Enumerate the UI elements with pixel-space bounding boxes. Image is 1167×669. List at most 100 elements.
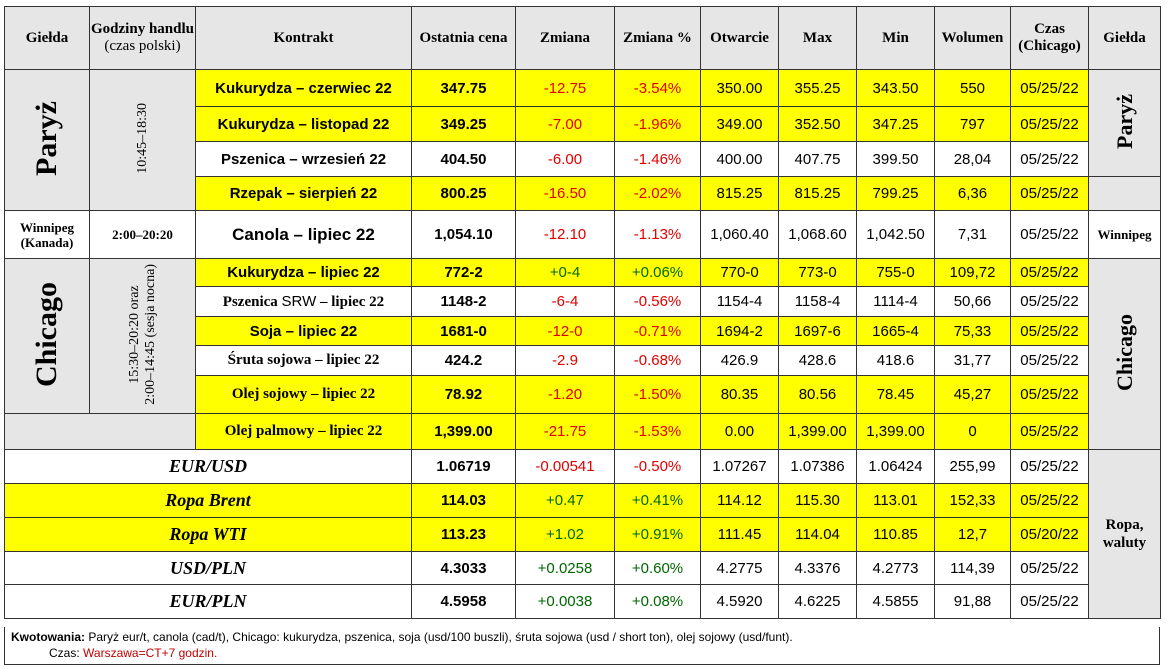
- contract-cell: Olej sojowy – lipiec 22: [195, 375, 412, 414]
- contract-cell: Kukurydza – czerwiec 22: [195, 69, 412, 107]
- open-cell: 770-0: [700, 258, 779, 287]
- min-cell: 1,042.50: [856, 210, 935, 259]
- table-row: Rzepak – sierpień 22 800.25 -16.50 -2.02…: [4, 176, 1161, 211]
- open-cell: 815.25: [700, 176, 779, 211]
- table-row: Soja – lipiec 22 1681-0 -12-0 -0.71% 169…: [4, 316, 1161, 346]
- change-cell: -12.75: [515, 69, 615, 107]
- max-cell: 773-0: [778, 258, 857, 287]
- open-cell: 1.07267: [700, 449, 779, 484]
- change-cell: -21.75: [515, 413, 615, 450]
- max-cell: 4.3376: [778, 551, 857, 585]
- time-cell: 05/25/22: [1010, 210, 1089, 259]
- min-cell: 1.06424: [856, 449, 935, 484]
- open-cell: 1,060.40: [700, 210, 779, 259]
- min-cell: 4.2773: [856, 551, 935, 585]
- open-cell: 114.12: [700, 483, 779, 518]
- open-cell: 1154-4: [700, 286, 779, 317]
- open-cell: 400.00: [700, 141, 779, 177]
- min-cell: 110.85: [856, 517, 935, 552]
- col-change: Zmiana: [515, 6, 615, 70]
- change-pct-cell: -1.13%: [614, 210, 701, 259]
- exchange-right-paris: Paryż: [1088, 69, 1161, 177]
- hours-winnipeg: 2:00–20:20: [89, 210, 196, 259]
- change-pct-cell: +0.91%: [614, 517, 701, 552]
- table-row: Chicago 15:30–20:20 oraz 2:00–14:45 (sesj…: [4, 258, 1161, 450]
- table-row: Śruta sojowa – lipiec 22 424.2 -2.9 -0.6…: [4, 345, 1161, 376]
- max-cell: 815.25: [778, 176, 857, 211]
- min-cell: 799.25: [856, 176, 935, 211]
- time-cell: 05/25/22: [1010, 345, 1089, 376]
- max-cell: 1.07386: [778, 449, 857, 484]
- change-cell: -0.00541: [515, 449, 615, 484]
- max-cell: 352.50: [778, 106, 857, 142]
- last-cell: 349.25: [411, 106, 516, 142]
- last-cell: 1681-0: [411, 316, 516, 346]
- change-pct-cell: -1.53%: [614, 413, 701, 450]
- contract-cell: EUR/USD: [4, 449, 412, 484]
- volume-cell: 797: [934, 106, 1011, 142]
- exchange-right-fx: Ropa, waluty: [1088, 449, 1161, 619]
- change-cell: -6.00: [515, 141, 615, 177]
- volume-cell: 152,33: [934, 483, 1011, 518]
- time-cell: 05/25/22: [1010, 258, 1089, 287]
- table-row: Winnipeg (Kanada) 2:00–20:20 Canola – lip…: [4, 210, 1161, 259]
- change-pct-cell: +0.60%: [614, 551, 701, 585]
- time-cell: 05/25/22: [1010, 584, 1089, 619]
- max-cell: 114.04: [778, 517, 857, 552]
- col-hours: Godziny handlu (czas polski): [89, 6, 196, 70]
- time-cell: 05/25/22: [1010, 69, 1089, 107]
- volume-cell: 550: [934, 69, 1011, 107]
- hours-chicago: 15:30–20:20 oraz 2:00–14:45 (sesja nocna): [89, 258, 196, 414]
- min-cell: 347.25: [856, 106, 935, 142]
- contract-cell: Olej palmowy – lipiec 22: [195, 413, 412, 450]
- change-cell: -1.20: [515, 375, 615, 414]
- change-pct-cell: -0.71%: [614, 316, 701, 346]
- open-cell: 4.5920: [700, 584, 779, 619]
- max-cell: 80.56: [778, 375, 857, 414]
- time-cell: 05/25/22: [1010, 483, 1089, 518]
- time-cell: 05/25/22: [1010, 375, 1089, 414]
- last-cell: 1148-2: [411, 286, 516, 317]
- open-cell: 4.2775: [700, 551, 779, 585]
- last-cell: 1,054.10: [411, 210, 516, 259]
- max-cell: 1158-4: [778, 286, 857, 317]
- last-cell: 404.50: [411, 141, 516, 177]
- volume-cell: 255,99: [934, 449, 1011, 484]
- volume-cell: 6,36: [934, 176, 1011, 211]
- volume-cell: 75,33: [934, 316, 1011, 346]
- change-cell: +0.0258: [515, 551, 615, 585]
- time-cell: 05/25/22: [1010, 449, 1089, 484]
- col-min: Min: [856, 6, 935, 70]
- time-cell: 05/20/22: [1010, 517, 1089, 552]
- contract-cell: Kukurydza – listopad 22: [195, 106, 412, 142]
- change-cell: -6-4: [515, 286, 615, 317]
- col-change-pct: Zmiana %: [614, 6, 701, 70]
- col-exchange-right: Giełda: [1088, 6, 1161, 70]
- min-cell: 755-0: [856, 258, 935, 287]
- exchange-winnipeg: Winnipeg (Kanada): [4, 210, 90, 259]
- col-contract: Kontrakt: [195, 6, 412, 70]
- change-pct-cell: -1.50%: [614, 375, 701, 414]
- change-cell: -7.00: [515, 106, 615, 142]
- time-cell: 05/25/22: [1010, 106, 1089, 142]
- volume-cell: 0: [934, 413, 1011, 450]
- change-pct-cell: +0.06%: [614, 258, 701, 287]
- footer-quotes: Kwotowania: Paryż eur/t, canola (cad/t),…: [11, 630, 793, 644]
- last-cell: 78.92: [411, 375, 516, 414]
- change-pct-cell: -0.68%: [614, 345, 701, 376]
- change-pct-cell: -1.96%: [614, 106, 701, 142]
- contract-cell: Ropa Brent: [4, 483, 412, 518]
- table-row: Olej palmowy – lipiec 22 1,399.00 -21.75…: [4, 413, 1161, 450]
- contract-cell: EUR/PLN: [4, 584, 412, 619]
- exchange-chicago: Chicago: [4, 258, 90, 414]
- last-cell: 1,399.00: [411, 413, 516, 450]
- time-cell: 05/25/22: [1010, 316, 1089, 346]
- time-cell: 05/25/22: [1010, 286, 1089, 317]
- open-cell: 80.35: [700, 375, 779, 414]
- volume-cell: 91,88: [934, 584, 1011, 619]
- max-cell: 1697-6: [778, 316, 857, 346]
- col-time: Czas (Chicago): [1010, 6, 1089, 70]
- contract-cell: USD/PLN: [4, 551, 412, 585]
- table-row: Ropa Brent 114.03 +0.47 +0.41% 114.12 11…: [4, 483, 1161, 518]
- volume-cell: 7,31: [934, 210, 1011, 259]
